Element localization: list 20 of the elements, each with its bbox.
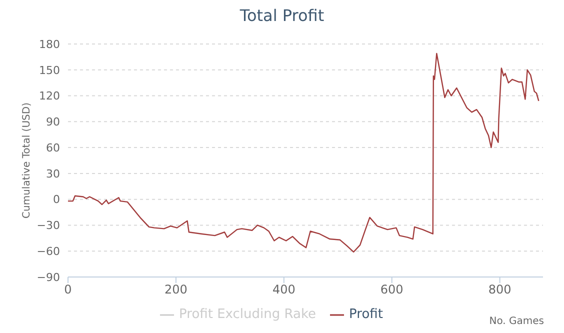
y-tick-label: −90 xyxy=(36,270,60,284)
y-tick-label: 120 xyxy=(39,90,60,103)
x-tick-label: 200 xyxy=(164,282,188,297)
y-tick-label: 60 xyxy=(46,141,60,154)
y-tick-label: 0 xyxy=(53,193,60,206)
chart-title: Total Profit xyxy=(238,6,326,25)
y-tick-label: −60 xyxy=(36,245,60,258)
y-tick-label: 150 xyxy=(39,64,60,77)
x-tick-label: 600 xyxy=(380,282,404,297)
x-axis-title: No. Games xyxy=(489,316,544,327)
x-tick-label: 800 xyxy=(488,282,512,297)
x-tick-label: 400 xyxy=(272,282,296,297)
y-tick-label: 90 xyxy=(46,116,60,129)
y-tick-label: 180 xyxy=(39,38,60,51)
y-tick-label: 30 xyxy=(46,167,60,180)
legend-label: Profit xyxy=(348,307,383,322)
x-tick-label: 0 xyxy=(64,282,72,297)
y-axis-title: Cumulative Total (USD) xyxy=(22,102,33,218)
y-tick-label: −30 xyxy=(36,219,60,232)
line-series xyxy=(68,52,540,253)
